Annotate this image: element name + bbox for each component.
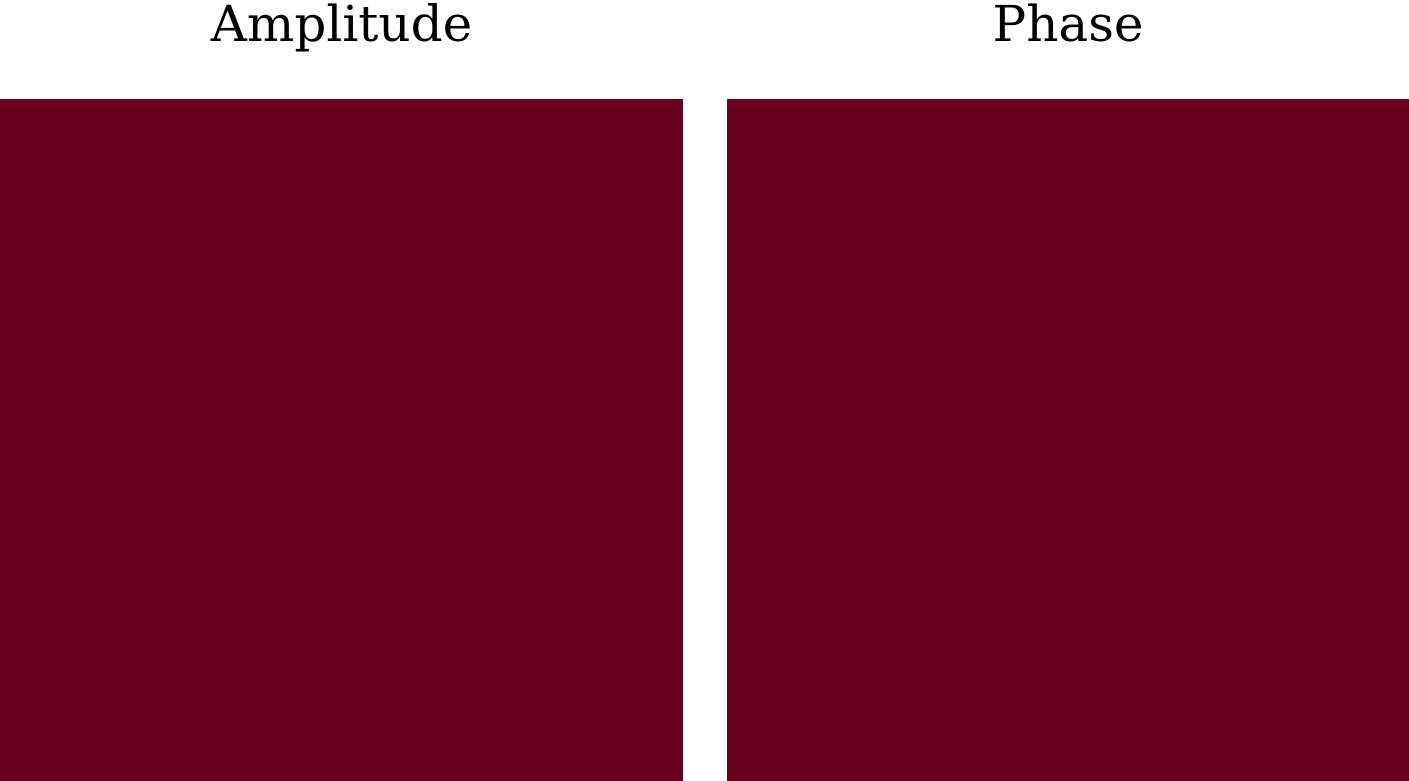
amplitude-heatmap bbox=[0, 99, 683, 781]
phase-heatmap bbox=[727, 99, 1409, 781]
heatmap-cell bbox=[727, 99, 1409, 781]
heatmap-cell bbox=[0, 99, 683, 781]
amplitude-panel-title: Amplitude bbox=[210, 0, 473, 53]
phase-panel-title: Phase bbox=[992, 0, 1144, 53]
